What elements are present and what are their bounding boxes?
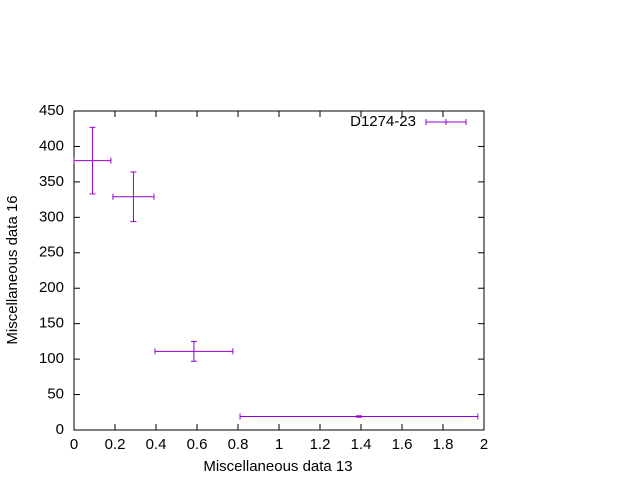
x-tick-label: 0.8: [228, 436, 249, 453]
y-tick-label: 0: [56, 421, 64, 438]
x-tick-label: 1: [275, 436, 283, 453]
y-tick-label: 50: [47, 386, 64, 403]
legend-label: D1274-23: [350, 113, 416, 130]
x-tick-label: 1.4: [351, 436, 372, 453]
y-tick-label: 150: [39, 315, 64, 332]
x-tick-label: 1.6: [392, 436, 413, 453]
plot-frame: [73, 110, 485, 431]
x-tick-label: 0.4: [146, 436, 167, 453]
y-tick-label: 400: [39, 137, 64, 154]
x-tick-label: 0.2: [105, 436, 126, 453]
x-tick-label: 2: [480, 436, 488, 453]
x-tick-label: 0.6: [187, 436, 208, 453]
y-tick-label: 350: [39, 173, 64, 190]
y-tick-label: 450: [39, 102, 64, 119]
y-tick-label: 100: [39, 350, 64, 367]
x-axis-label: Miscellaneous data 13: [203, 458, 352, 475]
y-tick-label: 200: [39, 279, 64, 296]
y-tick-label: 250: [39, 244, 64, 261]
x-tick-label: 1.8: [433, 436, 454, 453]
y-axis-label: Miscellaneous data 16: [4, 195, 21, 344]
x-tick-label: 1.2: [310, 436, 331, 453]
y-tick-label: 300: [39, 208, 64, 225]
x-tick-label: 0: [70, 436, 78, 453]
